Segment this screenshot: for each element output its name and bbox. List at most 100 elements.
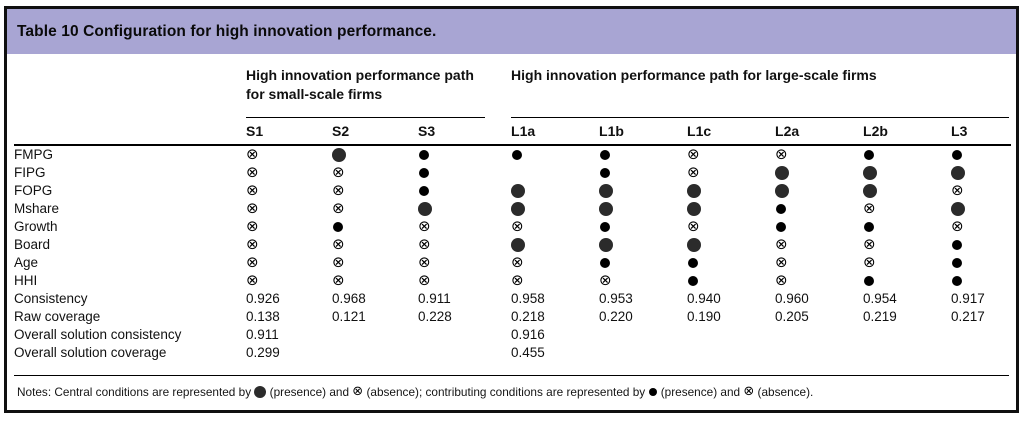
presence-icon	[776, 221, 787, 232]
absence-icon: ⊗	[511, 216, 524, 235]
presence-icon	[600, 257, 611, 268]
presence-icon	[649, 387, 658, 396]
value-cell-L1b: 0.953	[599, 290, 633, 306]
value-cell-S3	[418, 325, 511, 343]
central-presence-icon	[687, 183, 702, 198]
value-cell-L1c: 0.190	[687, 308, 721, 324]
table-notes: Notes: Central conditions are represente…	[14, 375, 1009, 399]
absence-icon: ⊗	[332, 270, 345, 289]
cell-FOPG-L1a	[511, 181, 599, 199]
cell-HHI-L3	[951, 271, 1011, 289]
presence-icon	[688, 275, 699, 286]
cell-FIPG-L1c: ⊗	[687, 163, 775, 181]
value-cell-L1c	[687, 325, 775, 343]
cell-Mshare-S3	[418, 199, 511, 217]
absence-icon: ⊗	[775, 145, 788, 164]
cell-Board-L2a: ⊗	[775, 235, 863, 253]
presence-icon	[419, 167, 429, 178]
column-header-L3: L3	[951, 118, 1012, 146]
value-cell-S3: 0.228	[418, 308, 452, 324]
cell-FIPG-L1b	[599, 163, 687, 181]
value-cell-L1a: 0.455	[511, 344, 545, 360]
absence-icon: ⊗	[951, 180, 964, 199]
cell-FMPG-L3	[951, 145, 1011, 163]
group-header-small-scale-label: High innovation performance path for sma…	[246, 54, 486, 118]
absence-icon: ⊗	[246, 145, 259, 164]
cell-Board-S2: ⊗	[332, 235, 418, 253]
row-label: Consistency	[14, 290, 88, 306]
absence-icon: ⊗	[418, 234, 431, 253]
cell-FMPG-S2	[332, 145, 418, 163]
row-label: Overall solution consistency	[14, 326, 182, 342]
cell-Board-L1c	[687, 235, 775, 253]
cell-Mshare-S1: ⊗	[246, 199, 332, 217]
cell-Mshare-L3	[951, 199, 1011, 217]
group-header-large-scale: High innovation performance path for lar…	[511, 54, 1011, 118]
value-cell-L1a: 0.218	[511, 308, 545, 324]
cell-Growth-L1a: ⊗	[511, 217, 599, 235]
central-presence-icon	[951, 201, 966, 216]
cell-FIPG-S1: ⊗	[246, 163, 332, 181]
absence-icon: ⊗	[246, 234, 259, 253]
stat-row: Overall solution coverage 0.299 0.455	[14, 343, 1011, 361]
column-header-L1b: L1b	[599, 118, 688, 146]
absence-icon: ⊗	[246, 270, 259, 289]
absence-icon: ⊗	[418, 270, 431, 289]
value-cell-L1b: 0.220	[599, 308, 633, 324]
cell-Growth-L2b	[863, 217, 951, 235]
cell-Age-L1b	[599, 253, 687, 271]
value-cell-L3	[951, 325, 1011, 343]
cell-Mshare-L1b	[599, 199, 687, 217]
notes-text: (absence); contributing conditions are r…	[363, 385, 649, 399]
central-presence-icon	[775, 165, 790, 180]
notes-text: (absence).	[754, 385, 814, 399]
row-label: HHI	[14, 272, 38, 288]
central-presence-icon	[599, 201, 614, 216]
cell-Age-L1a: ⊗	[511, 253, 599, 271]
group-header-row: High innovation performance path for sma…	[14, 54, 1011, 118]
value-cell-S2: 0.968	[332, 290, 366, 306]
cell-Board-S1: ⊗	[246, 235, 332, 253]
cell-Mshare-L1c	[687, 199, 775, 217]
absence-icon: ⊗	[951, 216, 964, 235]
value-cell-S2: 0.121	[332, 308, 366, 324]
central-presence-icon	[863, 165, 878, 180]
value-cell-L1b	[599, 325, 687, 343]
presence-icon	[952, 257, 963, 268]
presence-icon	[864, 150, 875, 161]
cell-Age-L2b: ⊗	[863, 253, 951, 271]
value-cell-S2	[332, 343, 418, 361]
stat-row: Consistency 0.926 0.968 0.911 0.958 0.953 0.94…	[14, 289, 1011, 307]
absence-icon: ⊗	[863, 198, 876, 217]
cell-HHI-S2: ⊗	[332, 271, 418, 289]
row-label: FIPG	[14, 164, 46, 180]
absence-icon: ⊗	[863, 252, 876, 271]
absence-icon: ⊗	[246, 162, 259, 181]
central-presence-icon	[511, 183, 526, 198]
absence-icon: ⊗	[775, 270, 788, 289]
absence-icon: ⊗	[863, 234, 876, 253]
absence-icon: ⊗	[246, 252, 259, 271]
cell-Growth-S3: ⊗	[418, 217, 511, 235]
cell-FMPG-S1: ⊗	[246, 145, 332, 163]
central-presence-icon	[687, 201, 702, 216]
value-cell-L2a	[775, 343, 863, 361]
column-header-L1c: L1c	[687, 118, 776, 146]
cell-Age-S3: ⊗	[418, 253, 511, 271]
central-presence-icon	[332, 148, 346, 163]
cell-FIPG-L2b	[863, 163, 951, 181]
cell-HHI-L1c	[687, 271, 775, 289]
absence-icon: ⊗	[687, 145, 700, 164]
absence-icon: ⊗	[511, 252, 524, 271]
row-label: Age	[14, 254, 39, 270]
cell-Growth-L2a	[775, 217, 863, 235]
value-cell-L2b: 0.954	[863, 290, 897, 306]
absence-icon: ⊗	[418, 252, 431, 271]
notes-text: Notes: Central conditions are represente…	[17, 385, 255, 399]
presence-icon	[333, 221, 343, 232]
cell-Age-L1c	[687, 253, 775, 271]
bottom-spacer	[14, 361, 1011, 375]
column-header-spacer	[14, 118, 246, 146]
cell-Board-L2b: ⊗	[863, 235, 951, 253]
row-label: Mshare	[14, 200, 60, 216]
